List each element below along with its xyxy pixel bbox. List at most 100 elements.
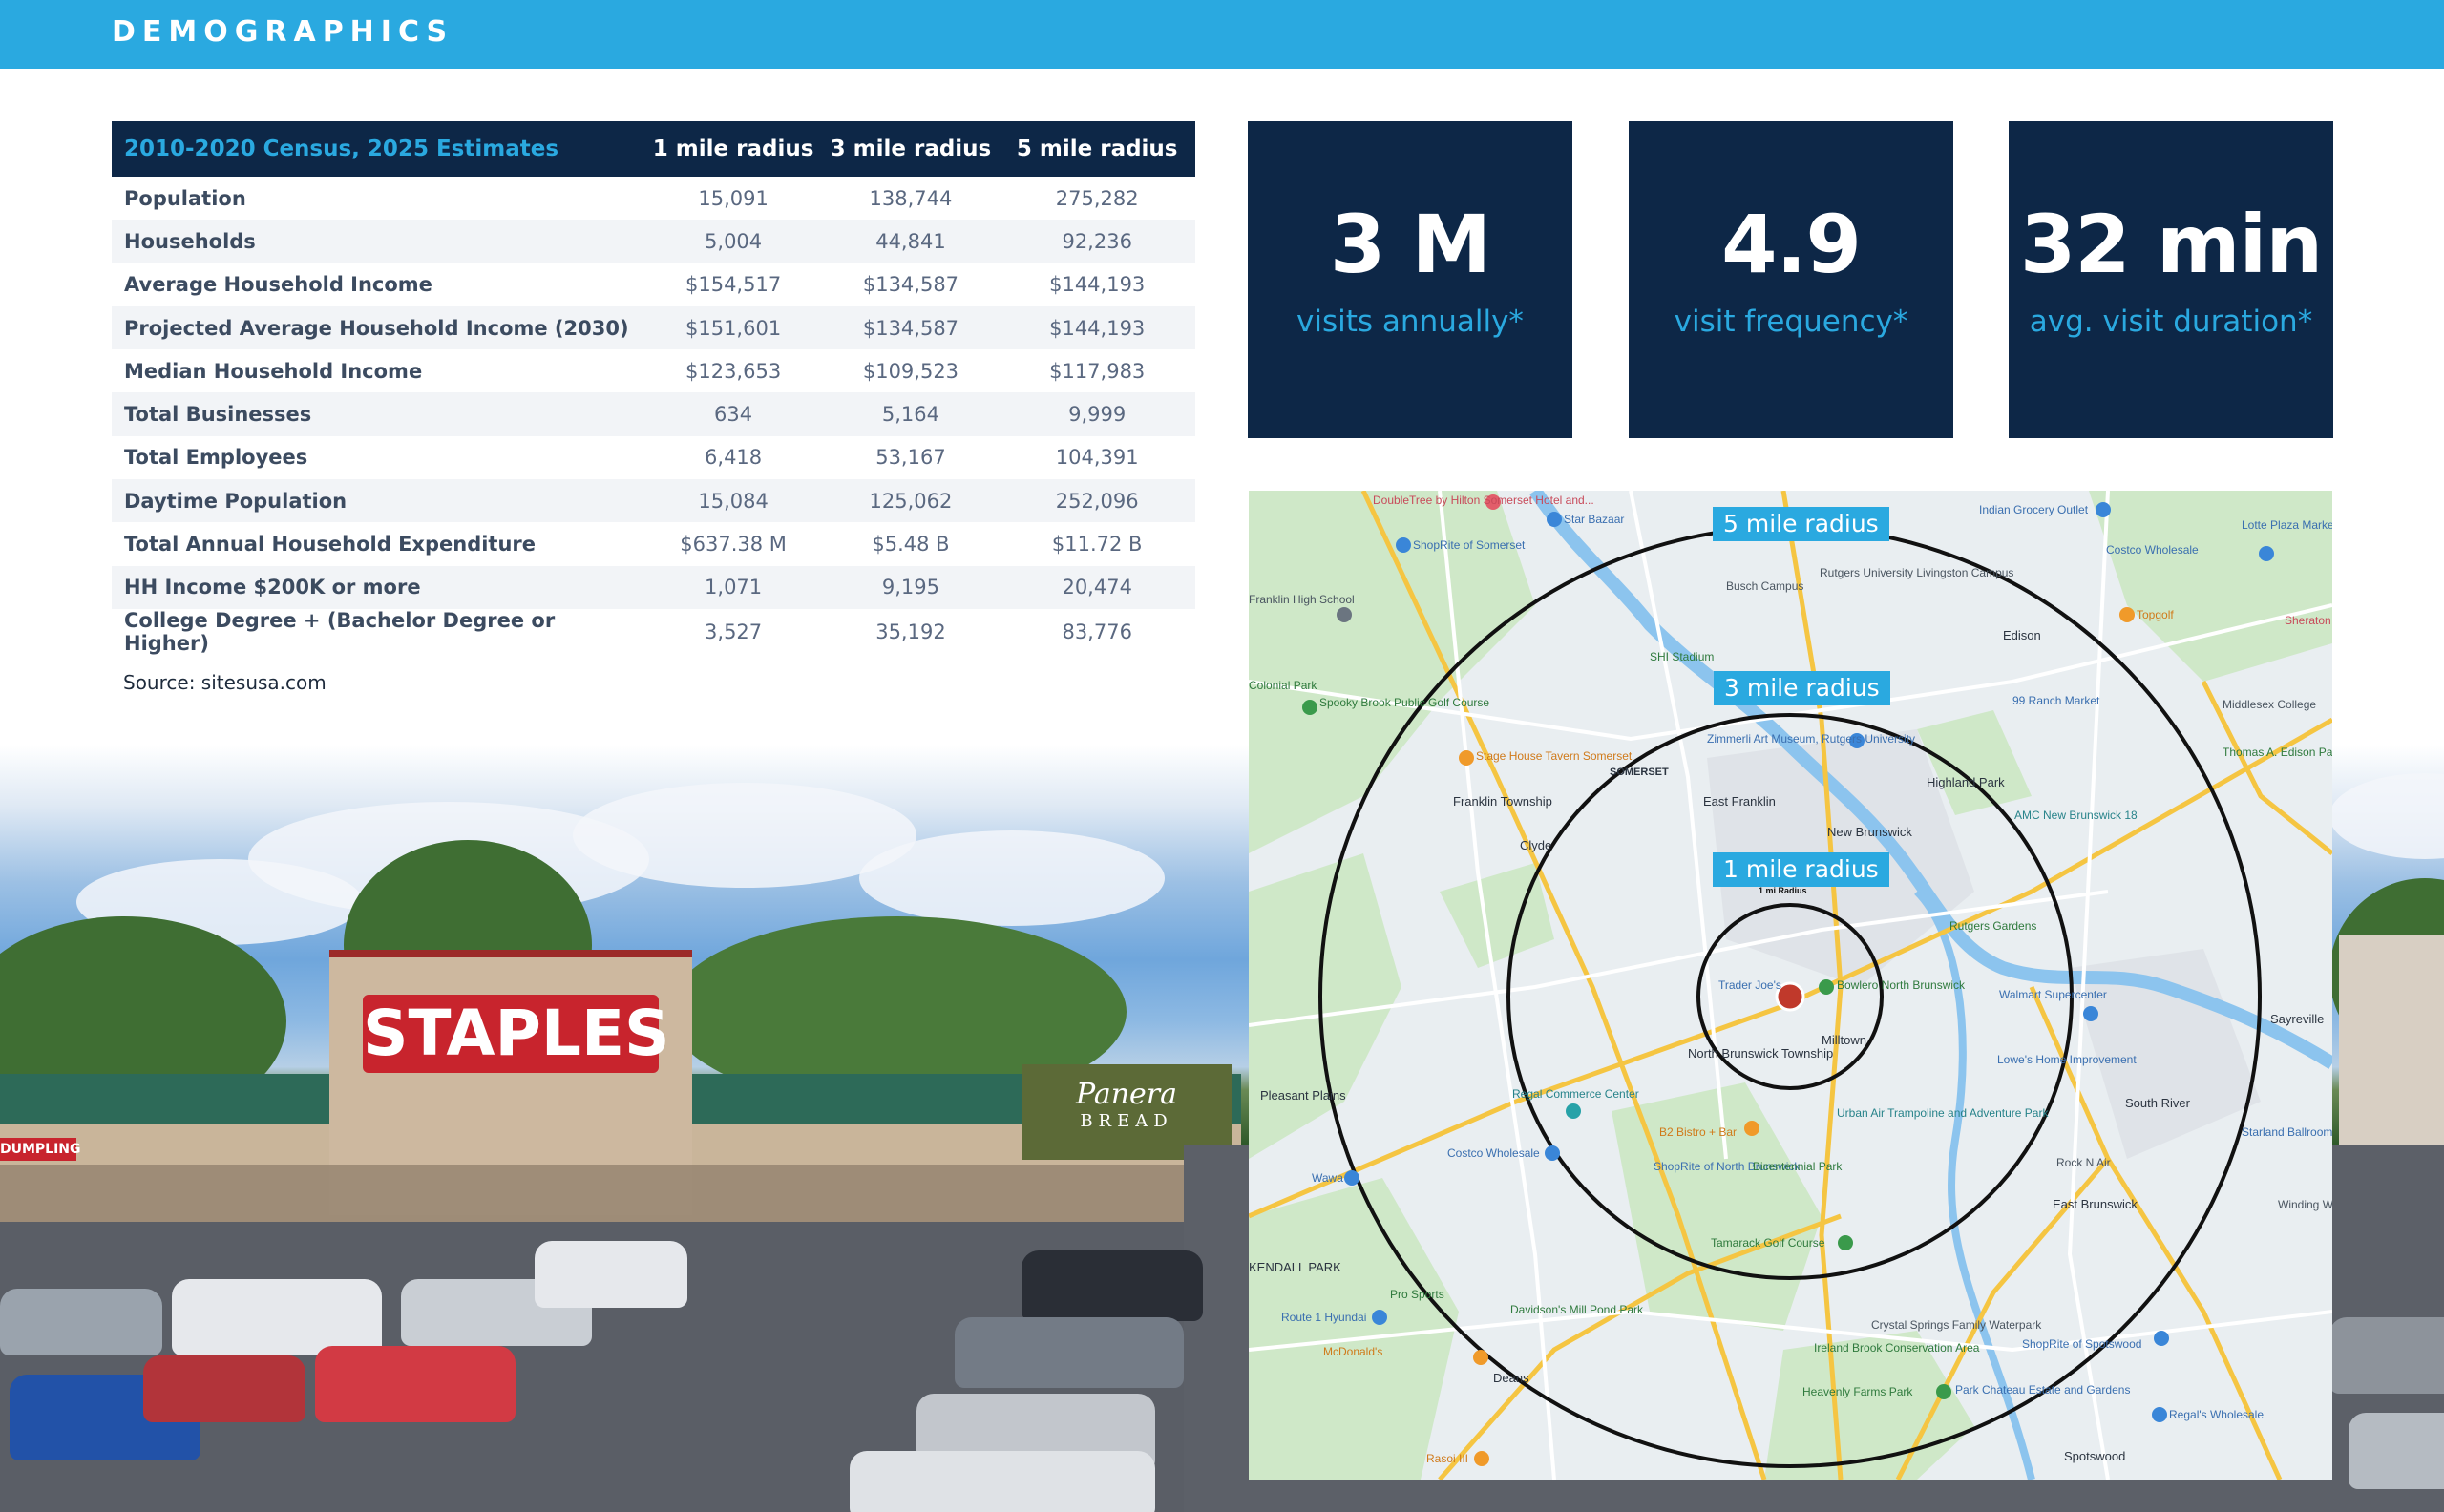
map-place-label: Regal Commerce Center (1512, 1087, 1639, 1101)
map-place-label: Bicentennial Park (1753, 1160, 1843, 1173)
row-label: Daytime Population (112, 479, 644, 523)
ring-label-5mi: 5 mile radius (1713, 507, 1889, 541)
stat-box-visits: 3 M visits annually* (1248, 121, 1572, 438)
table-cell: 634 (643, 392, 823, 436)
site-pin-icon[interactable] (1775, 981, 1805, 1012)
poi-pins (1302, 494, 2274, 1466)
restaurant-pin-icon[interactable] (1473, 1350, 1488, 1365)
row-label: Households (112, 220, 644, 263)
park-pin-icon[interactable] (1302, 700, 1317, 715)
table-header-cell: 3 mile radius (822, 121, 1000, 177)
table-cell: 252,096 (999, 479, 1195, 523)
table-row: Average Household Income $154,517 $134,5… (112, 262, 1195, 306)
staples-sign: STAPLES (363, 995, 670, 1073)
shopping-pin-icon[interactable] (1396, 537, 1411, 553)
school-pin-icon[interactable] (1337, 607, 1352, 622)
map-place-label: Pro Sports (1390, 1288, 1444, 1301)
table-cell: 9,195 (822, 565, 1000, 609)
map-place-label: AMC New Brunswick 18 (2014, 808, 2138, 822)
cinema-pin-icon[interactable] (1566, 1103, 1581, 1119)
shopping-pin-icon[interactable] (2083, 1006, 2098, 1021)
car-dealer-pin-icon[interactable] (1372, 1310, 1387, 1325)
row-label: Total Employees (112, 435, 644, 480)
restaurant-pin-icon[interactable] (1459, 750, 1474, 766)
shopping-pin-icon[interactable] (2152, 1407, 2167, 1422)
map-place-label: Urban Air Trampoline and Adventure Park (1837, 1106, 2049, 1120)
map-place-label: East Brunswick (2053, 1197, 2138, 1211)
table-cell: 20,474 (999, 565, 1195, 609)
map-place-label: ShopRite of Somerset (1413, 538, 1526, 552)
table-cell: 275,282 (999, 177, 1195, 220)
header-bar: DEMOGRAPHICS (0, 0, 2444, 69)
map-place-label: Trader Joe's (1718, 978, 1781, 992)
map-place-label: South River (2125, 1096, 2191, 1110)
table-cell: 15,084 (643, 479, 823, 523)
map-place-label: B2 Bistro + Bar (1659, 1125, 1737, 1139)
map-place-label: Park Chateau Estate and Gardens (1955, 1383, 2130, 1396)
table-row: Households 5,004 44,841 92,236 (112, 220, 1195, 263)
map-place-label: Route 1 Hyundai (1281, 1311, 1366, 1324)
radius-map[interactable]: DoubleTree by Hilton Somerset Hotel and.… (1249, 491, 2332, 1480)
map-place-label: Milltown (1822, 1033, 1866, 1047)
museum-pin-icon[interactable] (1849, 733, 1865, 748)
table-cell: $5.48 B (822, 522, 1000, 566)
table-cell: 1,071 (643, 565, 823, 609)
cloud-shape (573, 783, 916, 888)
map-place-label: Walmart Supercenter (1999, 988, 2107, 1001)
car-shape (315, 1346, 516, 1422)
golf-pin-icon[interactable] (2119, 607, 2135, 622)
table-row: Population 15,091 138,744 275,282 (112, 177, 1195, 220)
hotel-pin-icon[interactable] (1485, 494, 1501, 510)
map-place-label: McDonald's (1323, 1345, 1382, 1358)
map-place-label: ShopRite of North Brunswick (1654, 1160, 1801, 1173)
shopping-pin-icon[interactable] (2096, 502, 2111, 517)
map-place-label: Busch Campus (1726, 579, 1803, 593)
park-pin-icon[interactable] (1936, 1384, 1951, 1399)
map-place-label: New Brunswick (1827, 825, 1912, 839)
map-place-label: Starland Ballroom (2242, 1125, 2332, 1139)
gas-pin-icon[interactable] (1344, 1170, 1359, 1186)
table-cell: 44,841 (822, 220, 1000, 263)
table-cell: $117,983 (999, 349, 1195, 393)
shopping-pin-icon[interactable] (2154, 1331, 2169, 1346)
radius-circle-3mi (1506, 713, 2074, 1280)
map-place-label: Lotte Plaza Market at Edison (2242, 518, 2332, 532)
stat-value: 3 M (1329, 198, 1491, 291)
shopping-pin-icon[interactable] (1547, 512, 1562, 527)
table-row: HH Income $200K or more 1,071 9,195 20,4… (112, 565, 1195, 609)
map-place-label: Zimmerli Art Museum, Rutgers University (1707, 732, 1915, 746)
map-place-label: Clyde (1520, 838, 1551, 852)
restaurant-pin-icon[interactable] (1474, 1451, 1489, 1466)
table-cell: $123,653 (643, 349, 823, 393)
stat-value: 4.9 (1721, 198, 1862, 291)
bowling-pin-icon[interactable] (1819, 979, 1834, 995)
map-place-label: 1 mi Radius (1759, 886, 1807, 895)
map-canvas: DoubleTree by Hilton Somerset Hotel and.… (1249, 491, 2332, 1480)
map-place-label: ShopRite of Spotswood (2022, 1337, 2141, 1351)
table-header-cell: 1 mile radius (643, 121, 823, 177)
map-place-label: 99 Ranch Market (2012, 694, 2100, 707)
golf-pin-icon[interactable] (1838, 1235, 1853, 1250)
map-place-label: Thomas A. Edison Park (2223, 746, 2332, 759)
row-label: Total Annual Household Expenditure (112, 522, 644, 566)
stat-label: visit frequency* (1674, 304, 1908, 339)
table-cell: 35,192 (822, 608, 1000, 655)
map-place-label: Stage House Tavern Somerset (1476, 749, 1633, 763)
park-areas (1249, 491, 2332, 1480)
car-shape (1022, 1250, 1203, 1321)
car-shape (2329, 1317, 2444, 1394)
stat-box-frequency: 4.9 visit frequency* (1629, 121, 1953, 438)
table-cell: 3,527 (643, 608, 823, 655)
shopping-pin-icon[interactable] (1545, 1145, 1560, 1161)
source-note: Source: sitesusa.com (123, 671, 327, 694)
stat-box-duration: 32 min avg. visit duration* (2009, 121, 2333, 438)
table-row: Daytime Population 15,084 125,062 252,09… (112, 479, 1195, 523)
dumpling-sign: DUMPLING (0, 1138, 81, 1161)
table-header-cell: 5 mile radius (999, 121, 1195, 177)
car-shape (0, 1289, 162, 1355)
map-place-label: Edison (2003, 628, 2041, 642)
map-place-label: Franklin Township (1453, 794, 1552, 808)
table-cell: $134,587 (822, 262, 1000, 306)
restaurant-pin-icon[interactable] (1744, 1121, 1759, 1136)
shopping-pin-icon[interactable] (2259, 546, 2274, 561)
